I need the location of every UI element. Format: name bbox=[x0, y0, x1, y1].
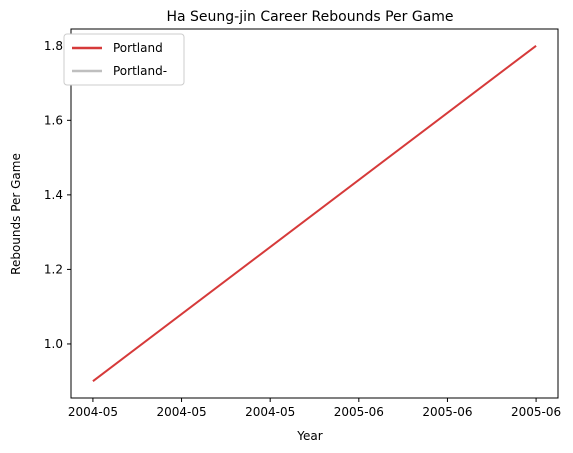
series-lines bbox=[92, 44, 537, 383]
x-tick-label: 2004-05 bbox=[68, 405, 118, 419]
x-tick-label: 2005-06 bbox=[511, 405, 561, 419]
x-axis: 2004-05 2004-05 2004-05 2005-06 2005-06 2005-… bbox=[68, 398, 561, 419]
y-tick-label: 1.6 bbox=[44, 113, 63, 127]
x-axis-label: Year bbox=[296, 429, 322, 443]
series-line-0 bbox=[92, 44, 537, 383]
legend: Portland Portland- bbox=[63, 33, 185, 86]
y-axis-label: Rebounds Per Game bbox=[9, 153, 23, 275]
x-tick-label: 2005-06 bbox=[422, 405, 472, 419]
legend-label-portland-dash: Portland- bbox=[113, 64, 167, 78]
x-tick-label: 2004-05 bbox=[245, 405, 295, 419]
y-axis: 1.0 1.2 1.4 1.6 1.8 bbox=[44, 39, 71, 351]
legend-label-portland: Portland bbox=[113, 41, 163, 55]
y-tick-label: 1.0 bbox=[44, 337, 63, 351]
y-tick-label: 1.2 bbox=[44, 262, 63, 276]
y-tick-label: 1.4 bbox=[44, 188, 63, 202]
x-tick-label: 2004-05 bbox=[156, 405, 206, 419]
chart-title: Ha Seung-jin Career Rebounds Per Game bbox=[166, 9, 453, 25]
plot-frame bbox=[70, 28, 559, 399]
y-tick-label: 1.8 bbox=[44, 39, 63, 53]
x-tick-label: 2005-06 bbox=[334, 405, 384, 419]
